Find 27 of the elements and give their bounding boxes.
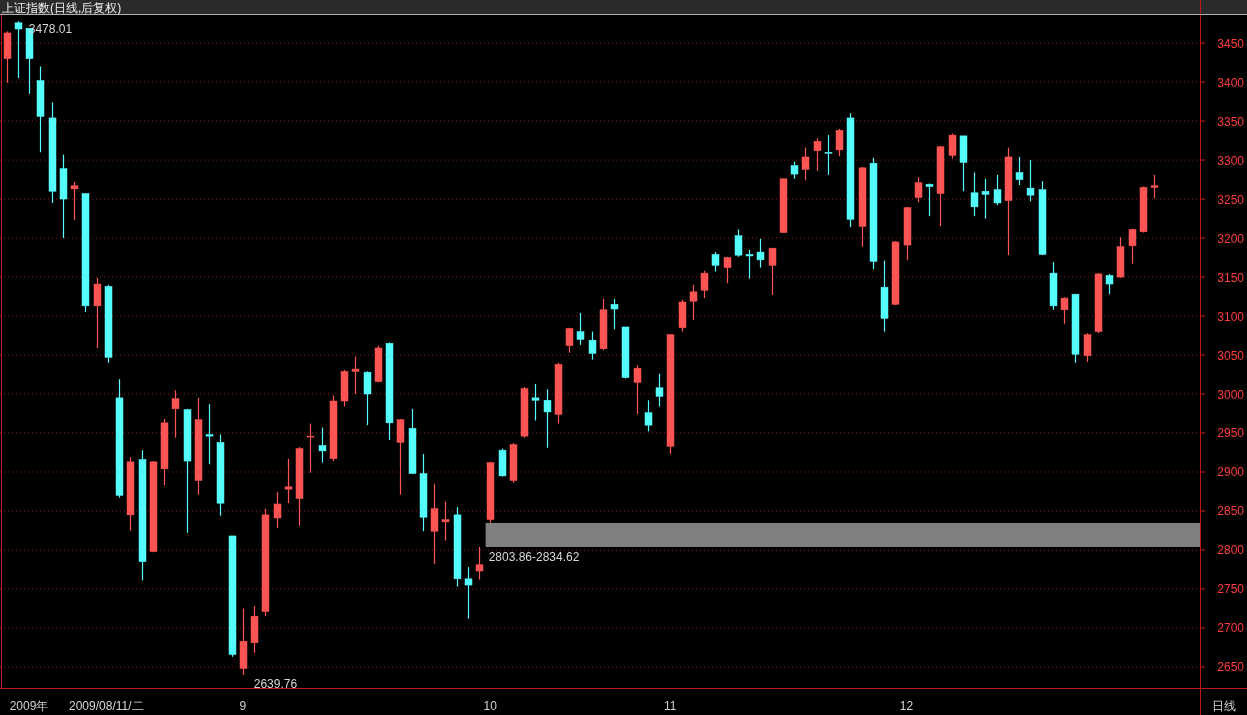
ytick: 3150: [1217, 270, 1244, 285]
ytick: 3300: [1217, 153, 1244, 168]
ytick: 2800: [1217, 543, 1244, 558]
ytick: 3050: [1217, 348, 1244, 363]
ytick: 2850: [1217, 504, 1244, 519]
ytick: 3400: [1217, 75, 1244, 90]
ytick: 2650: [1217, 660, 1244, 675]
band-label: 2803.86-2834.62: [488, 549, 580, 564]
annotation: 3478.01: [28, 22, 73, 37]
ytick: 2750: [1217, 582, 1244, 597]
ytick: 2950: [1217, 426, 1244, 441]
ytick: 3200: [1217, 231, 1244, 246]
xtick: 9: [239, 699, 247, 713]
xtick: 10: [483, 699, 497, 713]
ytick: 3000: [1217, 387, 1244, 402]
annotation: 2009/08/11/二: [69, 699, 144, 713]
xtick: 12: [899, 699, 914, 713]
xtick: 11: [664, 699, 677, 713]
ytick: 3250: [1217, 192, 1244, 207]
xtick: 2009年: [9, 699, 49, 713]
ytick: 2900: [1217, 465, 1244, 480]
annotation: 2639.76: [253, 676, 298, 691]
ytick: 2700: [1217, 621, 1244, 636]
ytick: 3100: [1217, 309, 1244, 324]
annotation: 日线: [1212, 699, 1236, 713]
ytick: 3450: [1217, 36, 1244, 51]
ytick: 3350: [1217, 114, 1244, 129]
